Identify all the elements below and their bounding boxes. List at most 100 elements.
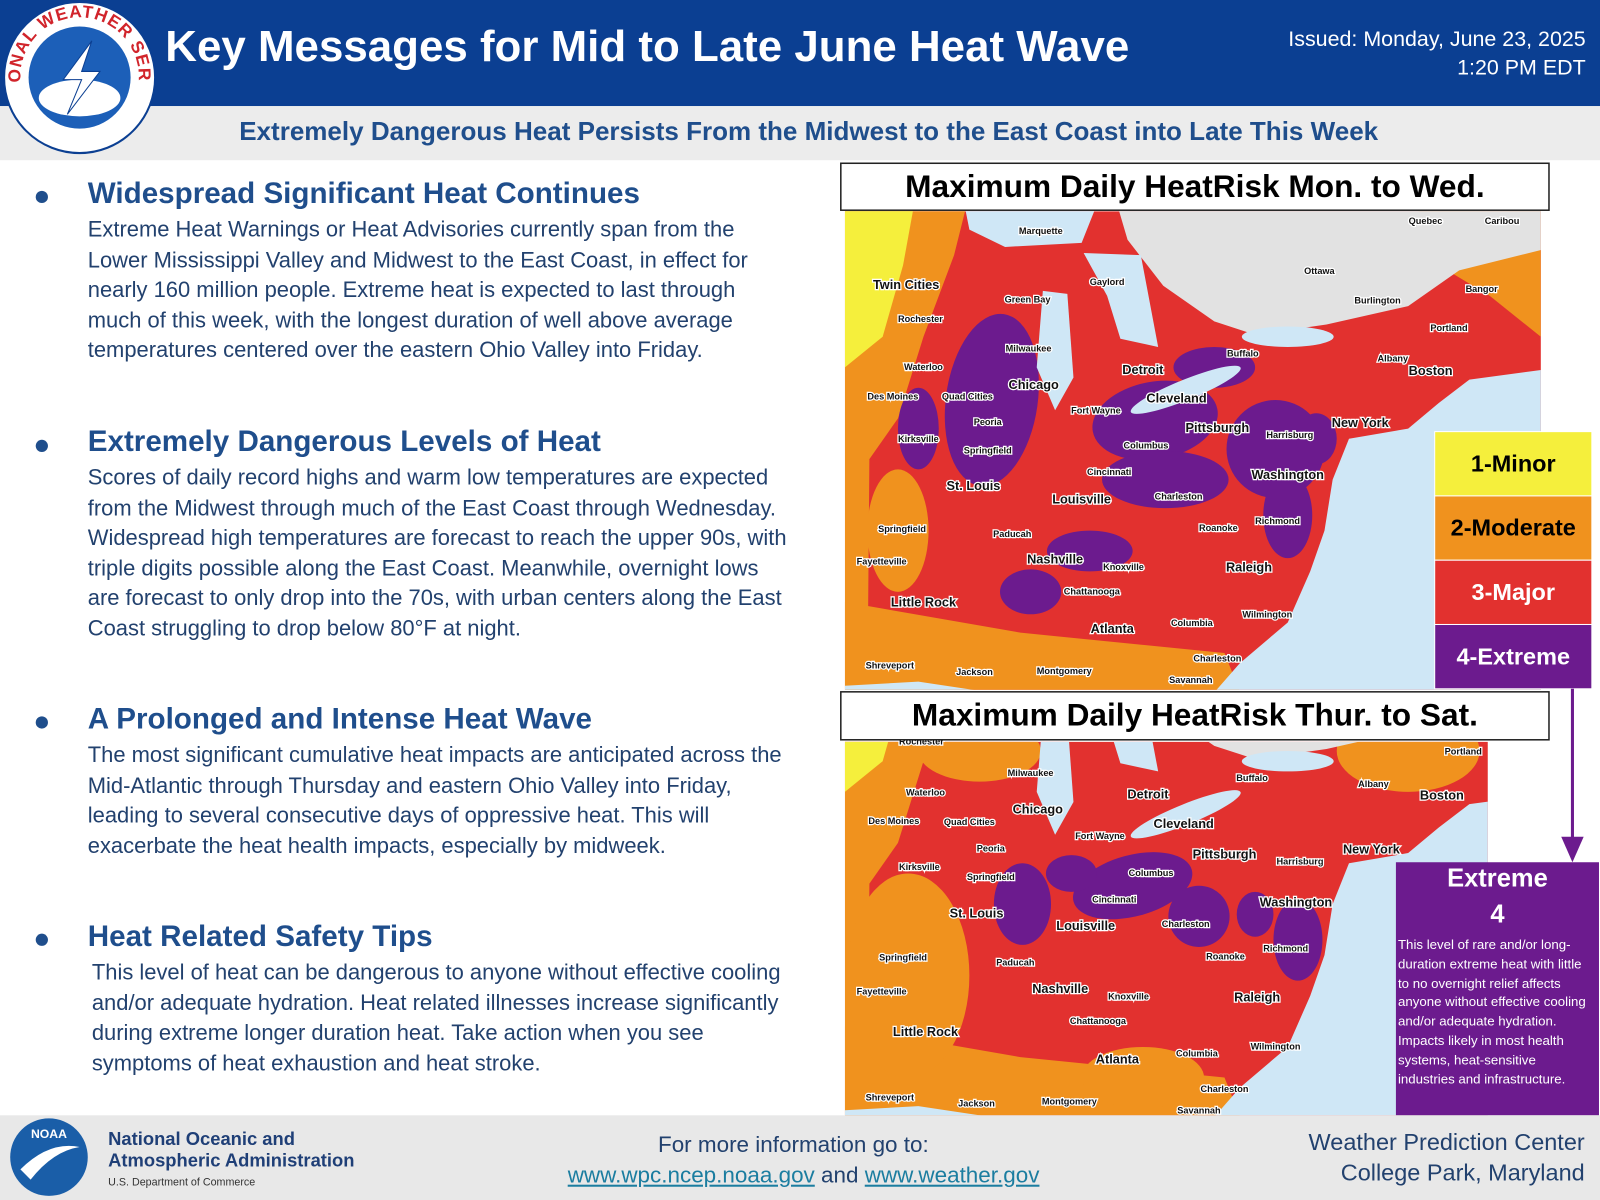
legend xyxy=(1434,431,1593,690)
city-label: Harrisburg xyxy=(1266,430,1313,440)
city-label: Atlanta xyxy=(1096,1052,1140,1067)
city-label: Montgomery xyxy=(1042,1096,1098,1106)
lake xyxy=(1241,326,1334,347)
noaa-logo: NOAA xyxy=(10,1118,88,1196)
city-label: Kirksville xyxy=(899,862,940,872)
noaa-text: NOAA xyxy=(31,1127,67,1141)
city-label: Jackson xyxy=(956,667,993,677)
city-label: Waterloo xyxy=(904,362,943,372)
city-label: Quad Cities xyxy=(942,391,993,401)
lake xyxy=(1113,741,1159,772)
lake xyxy=(1083,253,1159,347)
arrow xyxy=(1561,688,1584,863)
city-label: Chattanooga xyxy=(1064,586,1121,596)
subtitle-band xyxy=(0,106,1600,161)
subtitle: Extremely Dangerous Heat Persists From t… xyxy=(239,117,1379,146)
section-heading: Widespread Significant Heat Continues xyxy=(87,177,640,211)
city-label: Paducah xyxy=(996,958,1035,968)
city-label: Wilmington xyxy=(1242,610,1292,620)
city-label: Caribou xyxy=(1485,216,1520,226)
city-label: Charleston xyxy=(1193,654,1241,664)
city-label: Portland xyxy=(1445,746,1482,756)
city-label: Detroit xyxy=(1122,362,1164,377)
risk-area xyxy=(1168,885,1230,947)
city-label: Chattanooga xyxy=(1070,1016,1127,1026)
header-band xyxy=(0,0,1600,107)
city-label: Peoria xyxy=(974,417,1003,427)
city-label: Buffalo xyxy=(1227,349,1259,359)
city-label: Washington xyxy=(1252,467,1324,482)
city-label: Chicago xyxy=(1013,802,1064,817)
bullets xyxy=(35,190,48,946)
city-label: Springfield xyxy=(879,953,927,963)
city-label: Nashville xyxy=(1027,552,1083,567)
legend-swatch xyxy=(1434,431,1593,497)
section: A Prolonged and Intense Heat Wave The mo… xyxy=(88,703,792,861)
city-label: Shreveport xyxy=(866,661,914,671)
legend-swatch xyxy=(1434,559,1593,625)
city-label: Fort Wayne xyxy=(1071,406,1121,416)
canada xyxy=(1208,741,1359,760)
link[interactable]: www.weather.gov xyxy=(864,1162,1040,1188)
city-label: Des Moines xyxy=(867,391,918,401)
ocean xyxy=(844,681,973,690)
risk-area xyxy=(844,741,889,792)
city-label: Burlington xyxy=(1354,295,1401,305)
department: U.S. Department of Commerce xyxy=(108,1176,256,1189)
lake xyxy=(1036,290,1074,411)
risk-area xyxy=(1045,855,1097,892)
link[interactable]: www.wpc.ncep.noaa.gov xyxy=(567,1162,815,1188)
ocean xyxy=(844,1106,980,1116)
city-label: Boston xyxy=(1409,363,1453,378)
city-label: Peoria xyxy=(977,843,1006,853)
city-labels: RochesterPortlandMilwaukeeBuffaloAlbanyW… xyxy=(855,735,1483,1117)
city-label: Savannah xyxy=(1169,675,1213,685)
map-title-box xyxy=(840,162,1550,211)
agency-name: National Oceanic and xyxy=(108,1128,295,1149)
legend-label: 1-Minor xyxy=(1470,449,1556,477)
city-label: Milwaukee xyxy=(1006,343,1052,353)
city-label: Paducah xyxy=(993,529,1032,539)
city-label: Cleveland xyxy=(1146,390,1206,405)
links: www.wpc.ncep.noaa.gov and www.weather.go… xyxy=(510,1162,1097,1189)
city-labels: Marquette Quebec Caribou Twin Cities Gaylord… xyxy=(855,215,1520,687)
extreme-title: Extreme xyxy=(1447,864,1548,893)
risk-area xyxy=(1263,472,1313,559)
city-label: Washington xyxy=(1260,894,1332,909)
city-label: Quebec xyxy=(1409,216,1443,226)
city-label: Marquette xyxy=(1019,226,1063,236)
city-label: Montgomery xyxy=(1037,666,1093,676)
city-label: St. Louis xyxy=(950,906,1004,921)
city-label: Charleston xyxy=(1162,919,1210,929)
lake xyxy=(1036,741,1074,835)
city-label: Kirksville xyxy=(898,434,939,444)
city-label: Charleston xyxy=(1155,491,1203,501)
city-label: Springfield xyxy=(878,524,926,534)
city-label: Fayetteville xyxy=(857,986,907,996)
city-label: Columbus xyxy=(1129,868,1174,878)
city-label: Waterloo xyxy=(906,787,945,797)
city-label: Springfield xyxy=(964,445,1012,455)
city-label: Rochester xyxy=(898,314,943,324)
risk-area xyxy=(846,873,970,1078)
section-body: Extreme Heat Warnings or Heat Advisories… xyxy=(87,217,748,363)
map-title: Maximum Daily HeatRisk Thur. to Sat. xyxy=(911,696,1478,733)
legend-swatch xyxy=(1434,623,1593,690)
lake xyxy=(965,211,1095,247)
city-label: Pittsburgh xyxy=(1193,846,1257,861)
section-heading: Extremely Dangerous Levels of Heat xyxy=(87,425,601,459)
city-label: Milwaukee xyxy=(1008,768,1054,778)
risk-area xyxy=(1092,380,1218,461)
city-label: Louisville xyxy=(1056,918,1115,933)
lake xyxy=(1241,751,1334,772)
city-label: Savannah xyxy=(1177,1106,1221,1116)
city-label: Jackson xyxy=(958,1099,995,1109)
section-heading: Heat Related Safety Tips xyxy=(87,920,433,954)
center-name: Weather Prediction Center xyxy=(1308,1128,1585,1156)
city-label: Roanoke xyxy=(1206,952,1245,962)
city-label: Columbia xyxy=(1176,1049,1219,1059)
lake xyxy=(1130,790,1241,839)
city-label: Atlanta xyxy=(1091,621,1135,636)
